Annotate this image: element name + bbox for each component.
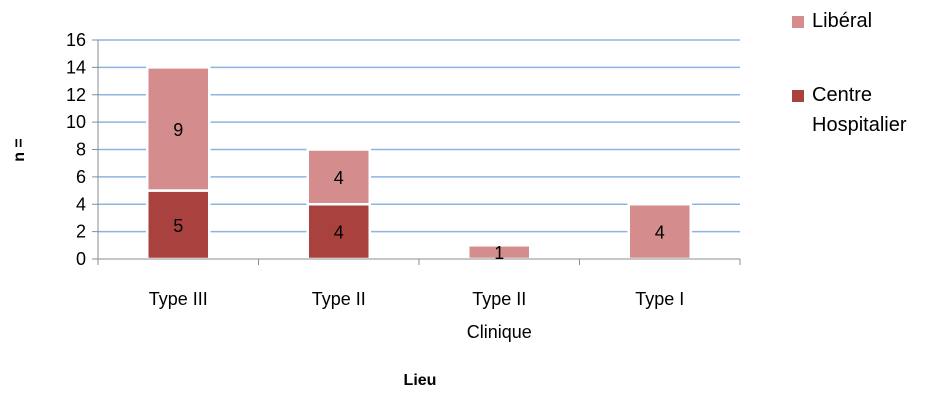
y-tick-label: 2 bbox=[76, 222, 86, 242]
data-label: 4 bbox=[334, 168, 344, 188]
data-labels: 5 9 4 4 1 4 bbox=[173, 120, 665, 263]
bar-segment bbox=[146, 66, 211, 192]
bar-segment bbox=[627, 203, 692, 261]
x-category-label: Type II Clinique bbox=[467, 289, 532, 342]
y-tick-label: 10 bbox=[66, 112, 86, 132]
legend-item: Libéral bbox=[790, 6, 949, 36]
y-tick-label: 14 bbox=[66, 57, 86, 77]
data-label: 1 bbox=[494, 243, 504, 263]
x-category-label-line: Clinique bbox=[467, 322, 532, 342]
chart-legend: Libéral Centre Hospitalier bbox=[790, 6, 949, 184]
y-tick-label: 0 bbox=[76, 249, 86, 269]
x-category-label-line: Type II bbox=[472, 289, 526, 309]
legend-swatch bbox=[792, 16, 804, 28]
x-category-label: Type II bbox=[312, 289, 366, 309]
x-axis-title: Lieu bbox=[404, 372, 437, 389]
legend-label: Libéral bbox=[812, 10, 873, 32]
x-category-label-line: Type II bbox=[312, 289, 366, 309]
y-tick-label: 6 bbox=[76, 167, 86, 187]
x-category-label-line: Type I bbox=[635, 289, 684, 309]
y-tick-label: 8 bbox=[76, 140, 86, 160]
y-tick-label: 4 bbox=[76, 194, 86, 214]
x-category-label: Type I bbox=[635, 289, 684, 309]
y-tick-label: 16 bbox=[66, 30, 86, 50]
y-tick-label: 12 bbox=[66, 85, 86, 105]
y-axis-title: n = bbox=[11, 138, 28, 162]
bar-series bbox=[146, 66, 692, 261]
legend-item: Centre Hospitalier bbox=[790, 80, 949, 140]
legend-label: Centre Hospitalier bbox=[812, 84, 907, 136]
bar-segment bbox=[306, 148, 371, 206]
data-label: 4 bbox=[334, 223, 344, 243]
data-label: 4 bbox=[655, 223, 665, 243]
bar-segment bbox=[306, 203, 371, 261]
bar-segment bbox=[146, 189, 211, 261]
data-label: 9 bbox=[173, 120, 183, 140]
x-category-label: Type III bbox=[149, 289, 208, 309]
x-category-label-line: Type III bbox=[149, 289, 208, 309]
data-label: 5 bbox=[173, 216, 183, 236]
legend-swatch bbox=[792, 90, 804, 102]
